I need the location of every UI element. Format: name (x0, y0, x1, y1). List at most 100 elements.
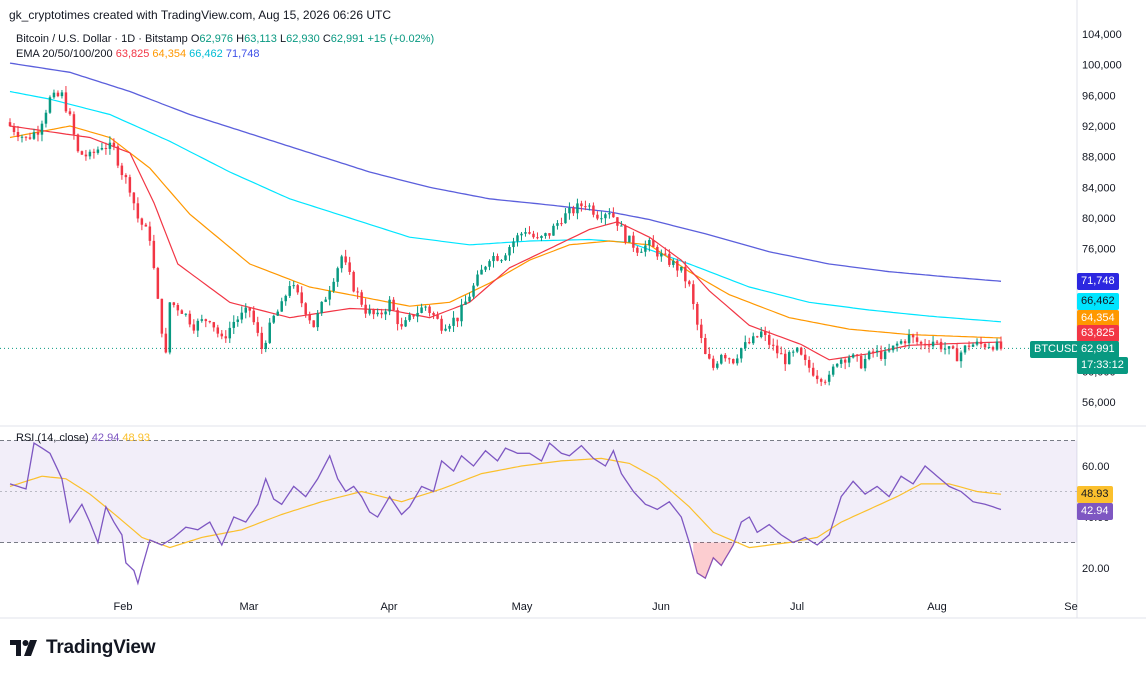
candle-body (975, 341, 979, 345)
candle-body (827, 374, 831, 382)
candle-body (404, 320, 407, 327)
candle-body (324, 299, 327, 302)
candle-body (12, 126, 16, 133)
ema200-badge: 71,748 (1077, 273, 1119, 290)
candle-body (644, 245, 647, 252)
candle-body (783, 353, 787, 365)
candle-body (512, 241, 515, 248)
candle-body (356, 291, 359, 293)
candle-body (540, 235, 543, 238)
candle-body (28, 137, 32, 139)
candle-body (983, 344, 987, 348)
tradingview-brand[interactable]: TradingView (10, 637, 156, 659)
candle-body (400, 324, 403, 327)
candle-body (775, 345, 779, 354)
candle-body (112, 142, 116, 147)
time-tick-label: Aug (927, 601, 947, 613)
candle-body (779, 353, 783, 355)
rsi-lines (9, 442, 1002, 586)
candle-body (76, 134, 80, 152)
candle-body (835, 363, 839, 367)
time-tick-label: Jul (790, 601, 804, 613)
candle-body (907, 334, 911, 344)
candle-body (572, 207, 575, 214)
candle-body (915, 337, 919, 342)
candle-body (819, 379, 823, 382)
candle-body (843, 359, 847, 363)
price-tick-label: 76,000 (1082, 244, 1116, 256)
candle-body (228, 327, 232, 339)
ema20-line (9, 125, 1002, 361)
candle-body (576, 203, 579, 214)
candle-body (360, 292, 363, 305)
candle-body (648, 240, 651, 246)
symbol-badge: BTCUSD (1030, 341, 1084, 358)
candle-body (640, 251, 643, 253)
candle-body (736, 358, 739, 364)
ema200-line (9, 62, 1002, 282)
candle-body (80, 151, 84, 155)
candle-body (340, 256, 343, 269)
candle-body (628, 235, 631, 243)
candle-body (943, 348, 947, 350)
candle-body (200, 319, 204, 321)
rsi-band-fill (0, 440, 1077, 543)
candle-body (760, 331, 763, 338)
candle-body (696, 303, 699, 325)
candle-body (556, 223, 559, 226)
candle-body (352, 271, 355, 292)
candle-body (704, 337, 707, 354)
candle-body (971, 344, 975, 347)
ema200-value: 71,748 (225, 48, 260, 60)
candle-body (136, 203, 140, 219)
candle-body (300, 292, 303, 304)
candle-body (292, 285, 295, 287)
candle-body (592, 205, 595, 215)
ema20-value: 63,825 (115, 48, 150, 60)
high-label: H (236, 33, 245, 45)
candle-body (656, 246, 659, 257)
candle-body (748, 342, 751, 344)
candle-body (52, 92, 56, 98)
candle-body (396, 310, 399, 325)
candle-body (432, 313, 435, 316)
candle-body (867, 351, 871, 359)
candle-body (963, 345, 967, 353)
candle-body (596, 214, 599, 219)
candle-body (560, 223, 563, 225)
candle-body (328, 291, 331, 300)
candle-body (412, 314, 415, 317)
candle-body (68, 111, 72, 115)
candle-body (288, 286, 291, 296)
candle-body (863, 358, 867, 369)
candle-body (831, 366, 835, 375)
candle-body (320, 301, 323, 314)
candle-body (883, 351, 887, 360)
candle-body (168, 302, 172, 353)
ema100-value: 66,462 (189, 48, 223, 60)
candle-body (476, 274, 479, 286)
candle-body (176, 305, 180, 311)
candle-body (260, 332, 263, 349)
candle-body (680, 266, 683, 271)
candle-body (172, 302, 176, 306)
candle-body (20, 136, 24, 138)
candle-body (372, 309, 375, 315)
rsi-tick-label: 60.00 (1082, 461, 1110, 473)
candle-body (951, 346, 955, 349)
candle-body (444, 328, 447, 331)
candle-body (24, 136, 28, 138)
candle-body (839, 359, 843, 364)
candle-body (252, 310, 255, 323)
candle-body (188, 313, 192, 325)
candle-body (564, 213, 567, 224)
candle-body (600, 218, 603, 220)
price-tick-label: 88,000 (1082, 152, 1116, 164)
candle-body (740, 348, 743, 359)
candle-body (496, 255, 499, 261)
rsi-legend: RSI (14, close) 42.94 48.93 (16, 432, 150, 444)
time-tick-label: Apr (380, 601, 397, 613)
candle-body (276, 311, 279, 316)
candle-body (688, 281, 691, 285)
